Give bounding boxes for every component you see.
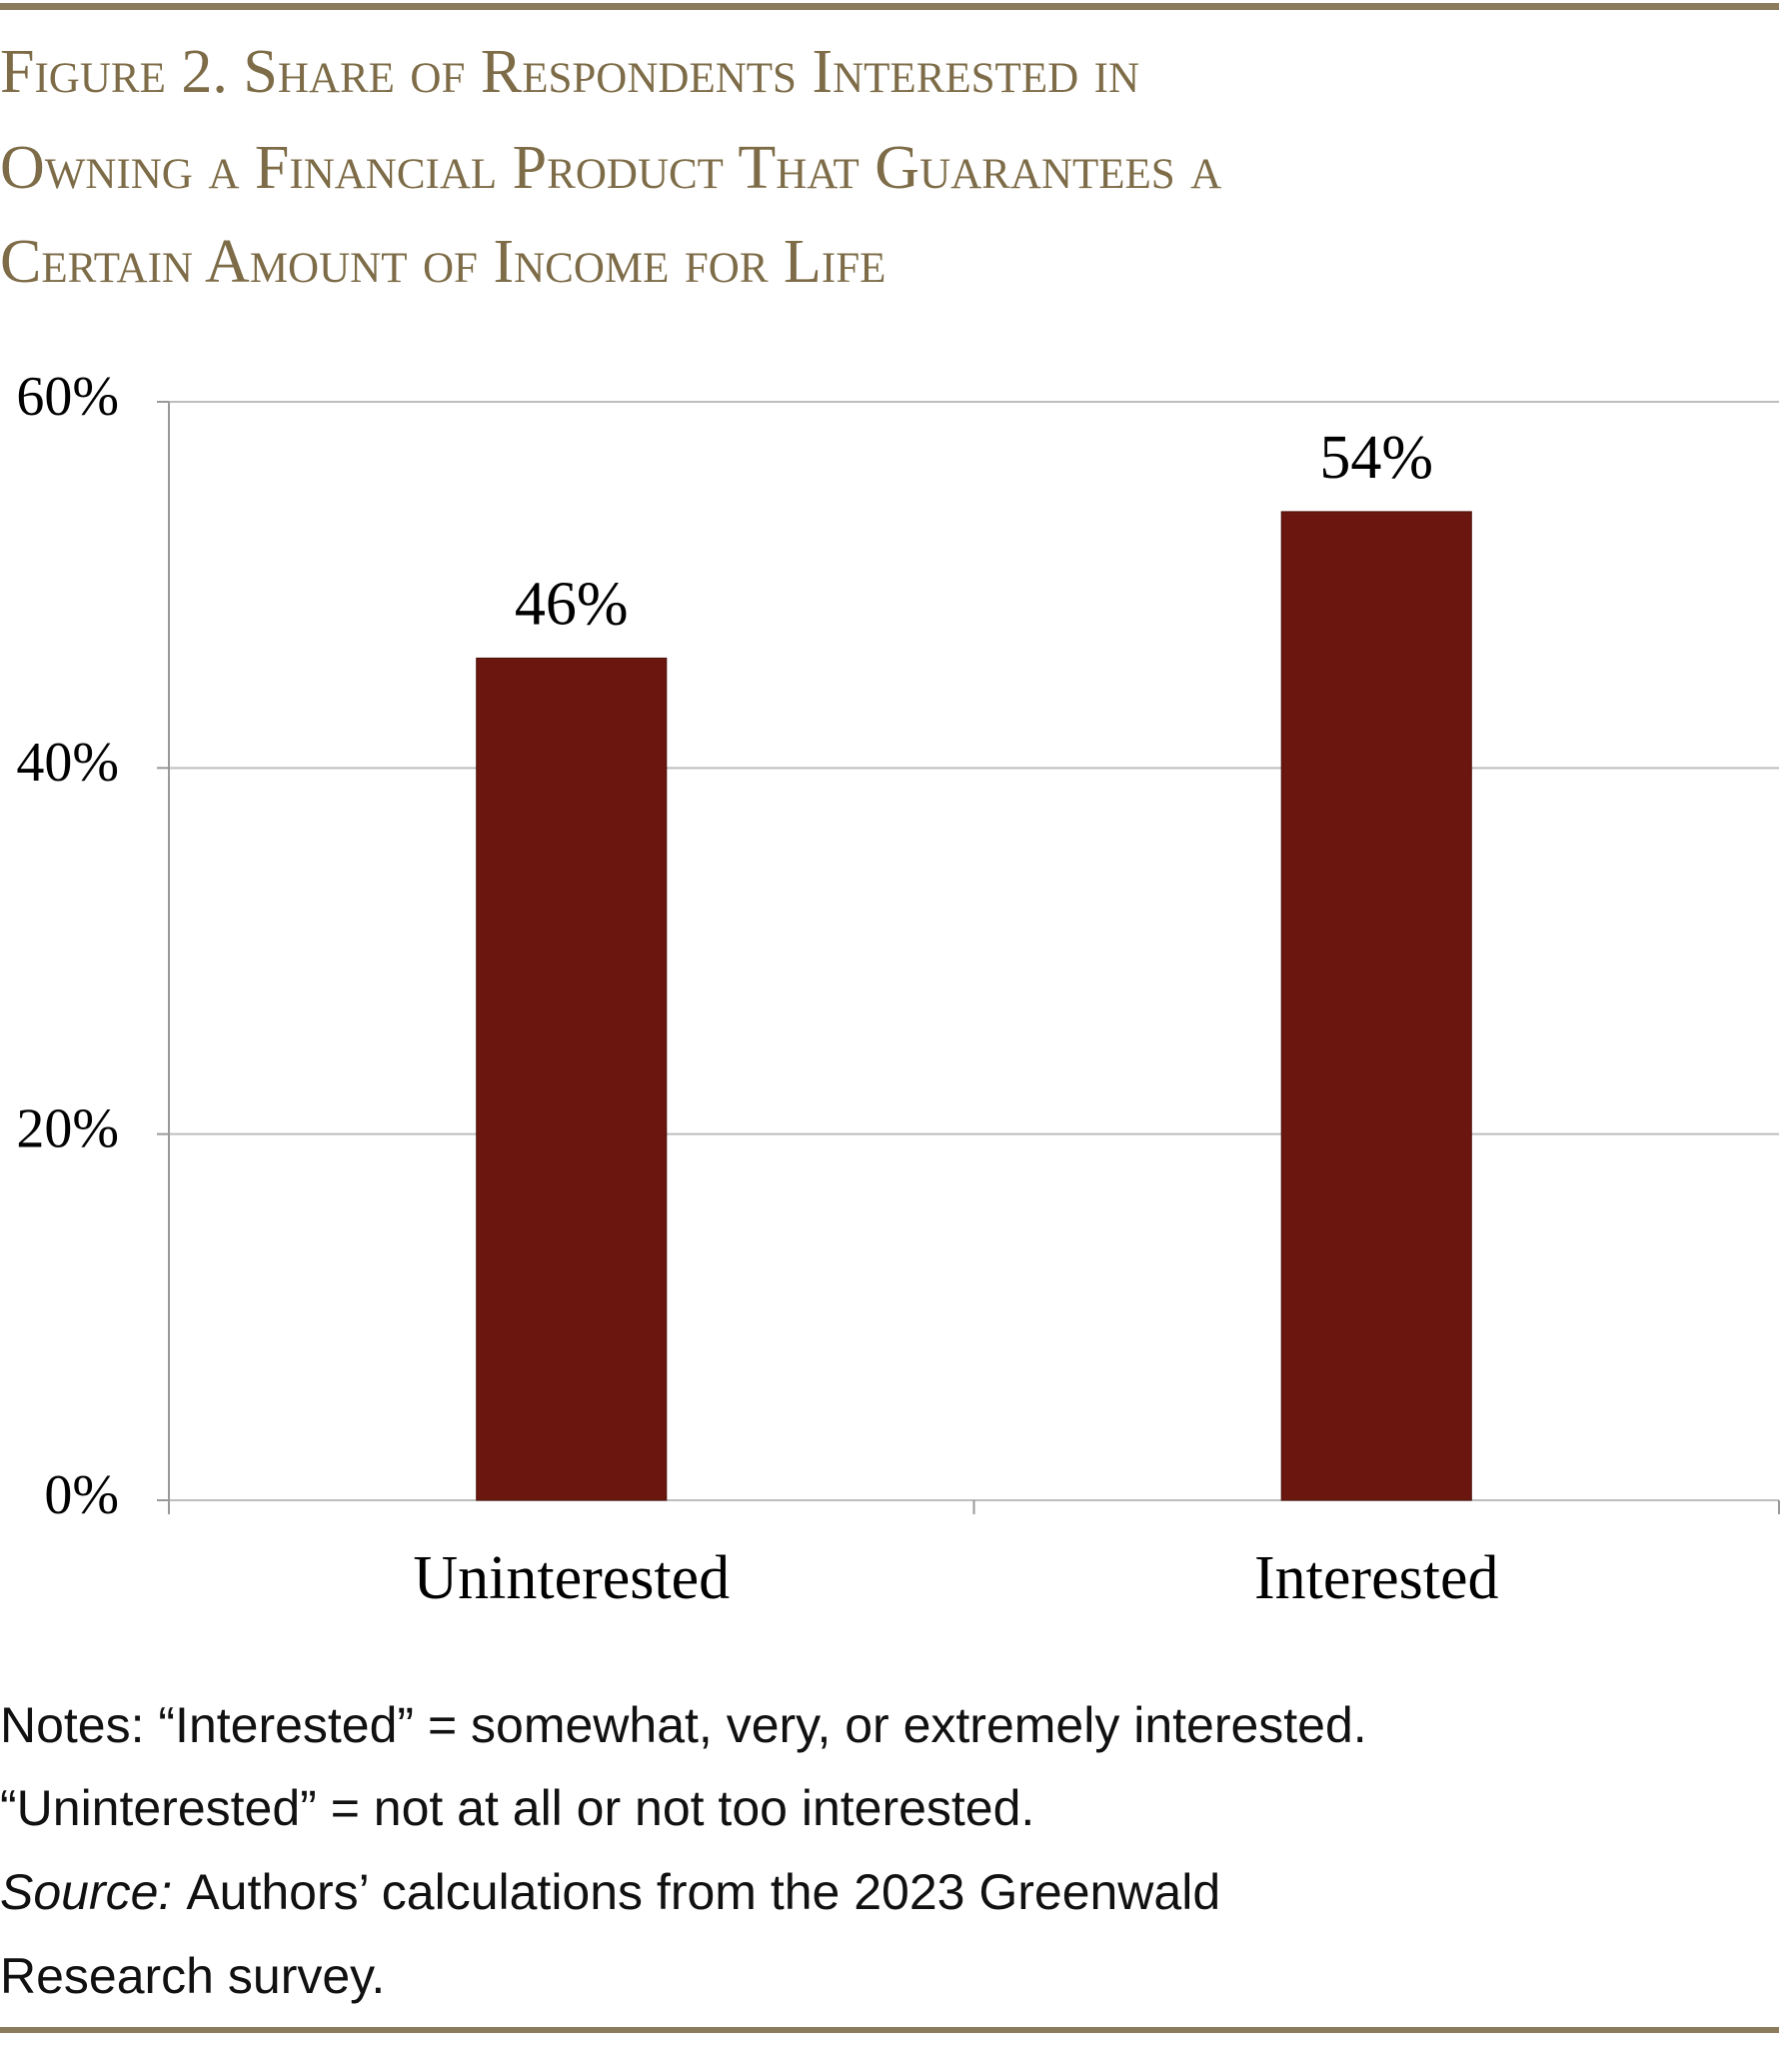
value-label: 54% xyxy=(1319,424,1433,492)
bottom-rule xyxy=(0,2027,1779,2033)
source-text: Authors’ calculations from the 2023 Gree… xyxy=(186,1864,1220,1920)
source: Research survey. xyxy=(0,1948,385,2004)
x-tick-label: Uninterested xyxy=(413,1544,730,1612)
top-rule xyxy=(0,3,1779,10)
note: “Uninterested” = not at all or not too i… xyxy=(0,1780,1034,1836)
note: Notes: “Interested” = somewhat, very, or… xyxy=(0,1697,1367,1753)
chart-title: Owning a Financial Product That Guarante… xyxy=(0,134,1221,202)
y-tick-label: 40% xyxy=(16,732,119,794)
value-label: 46% xyxy=(515,570,629,638)
bar xyxy=(1280,511,1472,1501)
bar xyxy=(476,657,668,1501)
y-tick-label: 0% xyxy=(44,1464,119,1526)
x-tick-label: Interested xyxy=(1254,1544,1498,1612)
chart-title: Certain Amount of Income for Life xyxy=(0,228,886,296)
y-tick-label: 20% xyxy=(16,1098,119,1160)
y-tick-label: 60% xyxy=(16,366,119,428)
chart-title: Figure 2. Share of Respondents Intereste… xyxy=(0,38,1139,106)
source-label: Source: xyxy=(0,1864,172,1920)
source: Source: Authors’ calculations from the 20… xyxy=(0,1864,1220,1920)
